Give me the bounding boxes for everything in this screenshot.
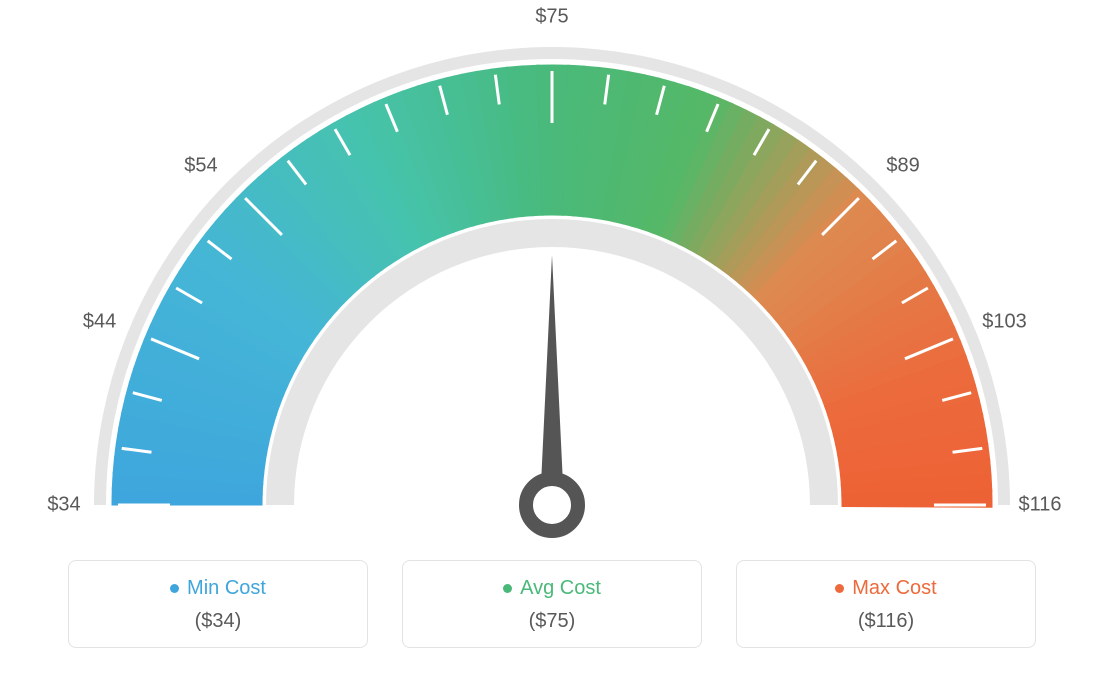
legend-label: Min Cost [187, 577, 266, 600]
legend-row: Min Cost ($34) Avg Cost ($75) Max Cost ($116) [0, 560, 1104, 648]
gauge-tick-label: $103 [982, 311, 1027, 334]
legend-card: Min Cost ($34) [68, 560, 368, 648]
cost-gauge-chart: $34 $44 $54 $75 $89 $103 $116 [0, 0, 1104, 560]
legend-dot [835, 584, 844, 593]
gauge-tick-label: $89 [886, 155, 919, 178]
gauge-svg [0, 0, 1104, 560]
legend-value: ($75) [413, 610, 691, 633]
gauge-tick-label: $116 [1018, 494, 1061, 517]
legend-label: Max Cost [852, 577, 936, 600]
legend-dot [503, 584, 512, 593]
legend-card: Avg Cost ($75) [402, 560, 702, 648]
legend-label: Avg Cost [520, 577, 601, 600]
legend-dot [170, 584, 179, 593]
gauge-tick-label: $54 [184, 155, 217, 178]
legend-value: ($116) [747, 610, 1025, 633]
legend-card: Max Cost ($116) [736, 560, 1036, 648]
legend-title: Avg Cost [503, 577, 601, 600]
legend-value: ($34) [79, 610, 357, 633]
gauge-tick-label: $75 [535, 6, 568, 29]
legend-title: Max Cost [835, 577, 936, 600]
gauge-tick-label: $34 [47, 494, 80, 517]
gauge-tick-label: $44 [83, 311, 116, 334]
legend-title: Min Cost [170, 577, 266, 600]
